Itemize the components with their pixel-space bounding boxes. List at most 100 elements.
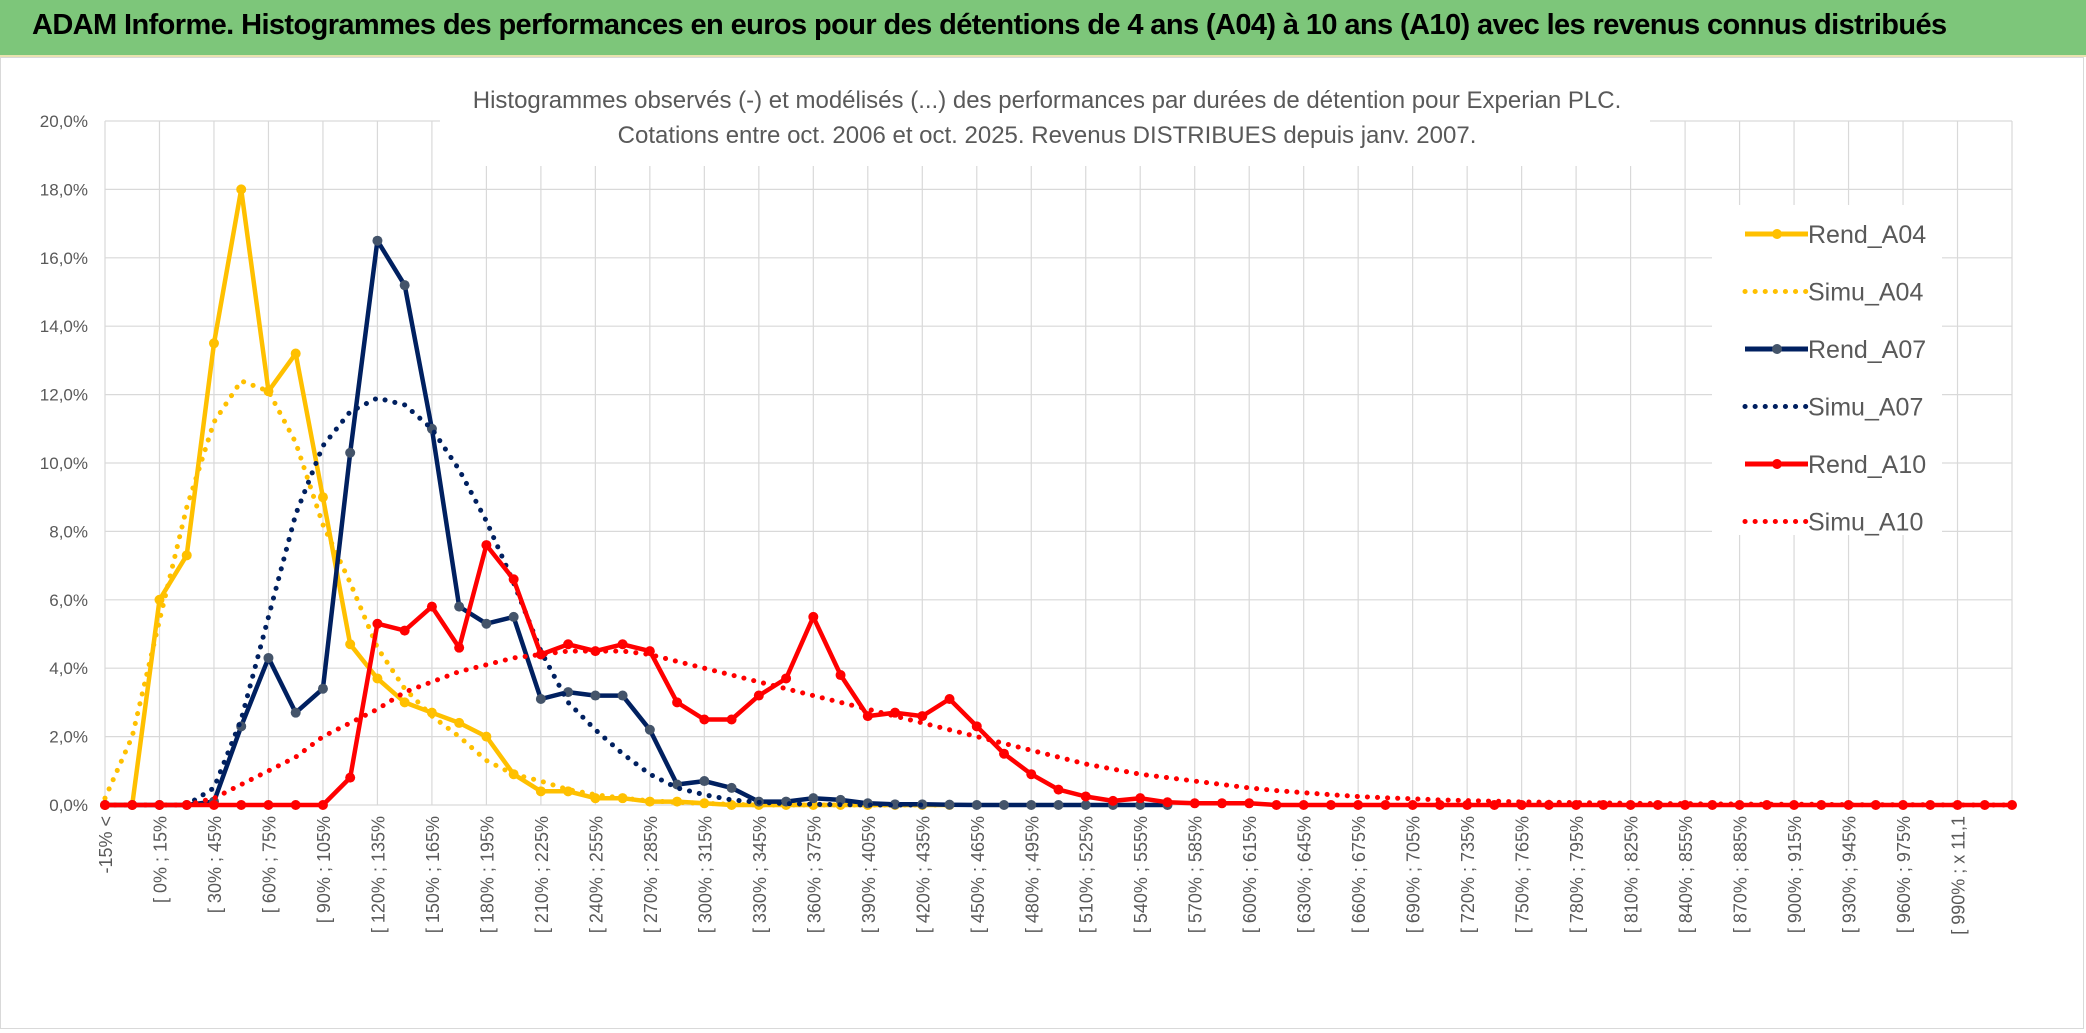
point-Rend_A10 [1271,800,1282,810]
point-Rend_A10 [1189,798,1200,809]
point-Rend_A10 [2007,800,2017,810]
point-Rend_A07 [999,800,1010,810]
point-Rend_A10 [263,800,274,810]
point-Rend_A04 [399,697,410,708]
x-tick-label: [ 210% ; 225% [532,816,552,933]
series-line-Rend_A04 [105,187,950,808]
point-Rend_A07 [971,800,982,810]
point-Rend_A07 [454,601,465,612]
x-tick-label: [ 60% ; 75% [259,816,279,913]
point-Rend_A04 [154,594,165,605]
point-Rend_A10 [1380,800,1391,810]
series-line-Simu_A07 [102,395,925,808]
point-Rend_A10 [835,670,846,681]
y-tick-label: 2,0% [49,728,88,747]
point-Rend_A10 [944,693,955,704]
point-Rend_A04 [290,348,301,359]
point-Rend_A10 [535,649,546,660]
x-tick-label: [ 390% ; 405% [859,816,879,933]
point-Rend_A10 [672,697,683,708]
legend-label: Rend_A04 [1808,221,1926,249]
series-line-Simu_A10 [102,648,2015,808]
y-tick-label: 8,0% [49,522,88,541]
point-Rend_A04 [345,639,356,650]
point-Rend_A10 [917,711,928,722]
y-tick-label: 12,0% [40,386,88,405]
y-tick-label: 18,0% [40,180,88,199]
legend-label: Simu_A04 [1808,279,1923,307]
x-tick-label: [ 780% ; 795% [1567,816,1587,933]
x-tick-label: [ 0% ; 15% [150,816,170,903]
x-tick-label: [ 900% ; 915% [1785,816,1805,933]
x-tick-label: [ 90% ; 105% [314,816,334,923]
point-Rend_A10 [345,772,356,783]
x-tick-label: [ 240% ; 255% [586,816,606,933]
point-Rend_A10 [781,673,792,684]
point-Rend_A10 [971,721,982,732]
point-Rend_A10 [1353,800,1364,810]
point-Rend_A04 [181,550,192,561]
x-tick-label: [ 810% ; 825% [1622,816,1642,933]
y-tick-label: 0,0% [49,796,88,815]
x-tick-label: [ 120% ; 135% [368,816,388,933]
point-Rend_A10 [1434,800,1445,810]
point-Rend_A07 [944,799,955,810]
point-Rend_A04 [236,184,247,195]
legend-marker-Rend_A07 [1772,344,1782,354]
x-tick-label: [ 360% ; 375% [804,816,824,933]
point-Rend_A07 [644,724,655,735]
y-tick-label: 10,0% [40,454,88,473]
point-Rend_A07 [317,683,328,694]
chart-title-line: Histogrammes observés (-) et modélisés (… [473,87,1622,114]
point-Rend_A10 [426,601,437,612]
point-Rend_A10 [1244,798,1255,809]
y-tick-label: 20,0% [40,112,88,131]
x-tick-label: [ 30% ; 45% [205,816,225,913]
point-Rend_A04 [372,673,383,684]
legend-marker-Rend_A04 [1772,229,1782,239]
point-Rend_A07 [835,794,846,805]
point-Rend_A10 [1135,793,1146,804]
point-Rend_A10 [699,714,710,725]
x-tick-label: [ 990% ; x 11,1 [1949,816,1969,935]
point-Rend_A10 [563,639,574,650]
point-Rend_A04 [454,717,465,728]
point-Rend_A07 [1135,800,1146,810]
point-Rend_A07 [617,690,628,701]
point-Rend_A07 [590,690,601,701]
point-Rend_A07 [372,235,383,246]
x-tick-label: [ 480% ; 495% [1022,816,1042,933]
legend-label: Rend_A07 [1808,336,1926,364]
x-tick-label: [ 720% ; 735% [1458,816,1478,933]
point-Rend_A07 [1053,800,1064,810]
point-Rend_A07 [1026,800,1037,810]
x-tick-label: [ 330% ; 345% [750,816,770,933]
point-Rend_A04 [672,796,683,807]
series-line-Rend_A10 [105,542,2012,808]
point-Rend_A07 [290,707,301,718]
x-tick-label: [ 660% ; 675% [1349,816,1369,933]
point-Rend_A07 [890,799,901,810]
legend-label: Rend_A10 [1808,451,1926,479]
point-Rend_A10 [399,625,410,636]
series-line-Rend_A07 [105,238,1168,808]
x-tick-label: [ 420% ; 435% [913,816,933,933]
y-tick-label: 4,0% [49,659,88,678]
legend-background [1712,205,1942,535]
point-Rend_A10 [617,639,628,650]
x-tick-label: [ 180% ; 195% [477,816,497,933]
x-tick-label: [ 540% ; 555% [1131,816,1151,933]
point-Rend_A10 [154,800,165,810]
legend-label: Simu_A10 [1808,509,1923,537]
point-Rend_A10 [236,800,247,810]
x-tick-label: [ 690% ; 705% [1404,816,1424,933]
point-Rend_A07 [481,618,492,629]
report-title: ADAM Informe. Histogrammes des performan… [32,9,1947,41]
point-Rend_A10 [999,748,1010,759]
point-Rend_A10 [1107,795,1118,806]
point-Rend_A04 [481,731,492,742]
point-Rend_A10 [1298,800,1309,810]
legend-marker-Rend_A10 [1772,459,1782,469]
point-Rend_A10 [127,800,138,810]
